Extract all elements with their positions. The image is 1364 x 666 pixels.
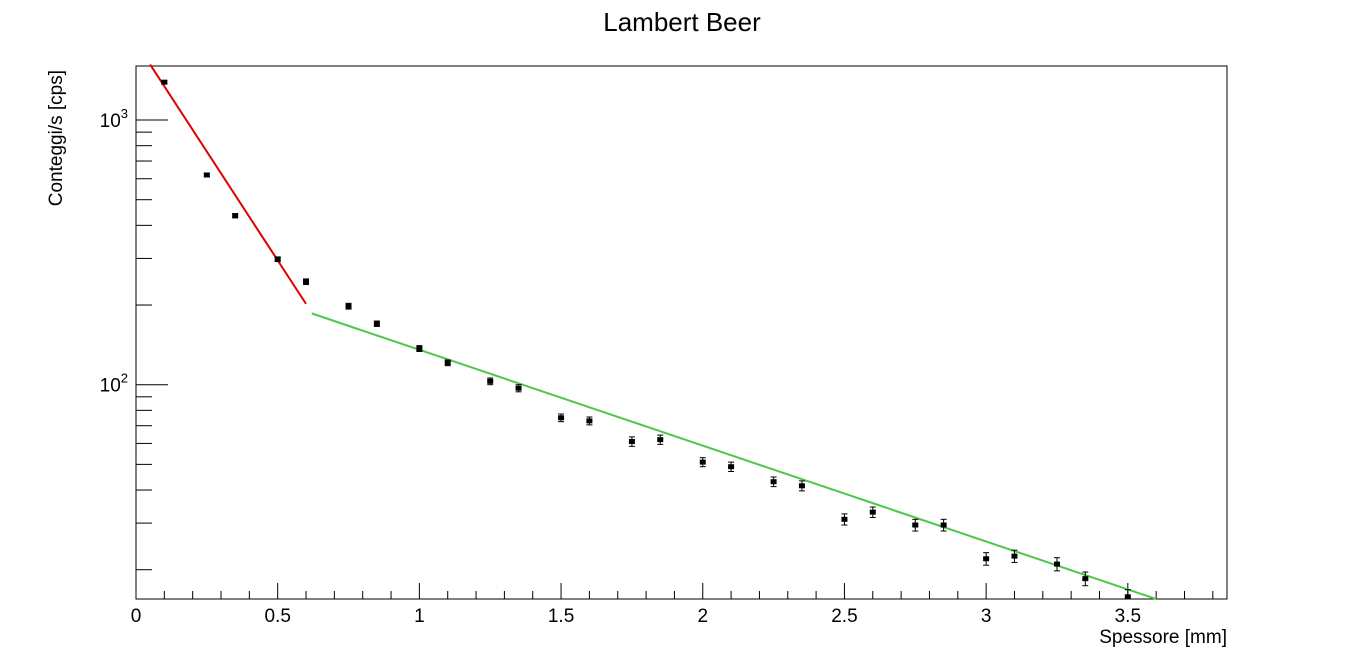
data-marker — [770, 479, 777, 485]
data-marker — [558, 415, 565, 421]
data-marker — [203, 172, 210, 178]
data-marker — [586, 418, 593, 424]
data-marker — [940, 522, 947, 528]
data-point — [1053, 557, 1060, 572]
data-point — [203, 172, 210, 178]
data-marker — [728, 464, 735, 470]
x-tick-label: 2 — [697, 606, 708, 627]
data-point — [869, 506, 876, 518]
data-marker — [869, 509, 876, 515]
fit-lines — [149, 64, 1157, 600]
data-marker — [1082, 576, 1089, 582]
data-marker — [841, 516, 848, 522]
data-marker — [487, 378, 494, 384]
data-marker — [657, 437, 664, 443]
data-point — [515, 384, 522, 393]
x-tick-label: 0.5 — [264, 606, 290, 627]
data-point — [373, 320, 380, 327]
data-marker — [345, 303, 352, 309]
data-marker — [798, 483, 805, 489]
data-point — [1124, 589, 1131, 600]
data-point — [1082, 571, 1089, 587]
data-points — [161, 79, 1131, 600]
data-marker — [1011, 553, 1018, 559]
data-marker — [161, 79, 168, 85]
data-point — [728, 461, 735, 472]
fit-line-2 — [311, 312, 1157, 600]
data-point — [416, 345, 423, 352]
chart-title: Lambert Beer — [603, 7, 761, 37]
x-tick-label: 2.5 — [831, 606, 857, 627]
data-point — [558, 413, 565, 423]
data-point — [487, 377, 494, 386]
data-marker — [232, 213, 239, 219]
data-marker — [912, 522, 919, 528]
data-point — [274, 256, 281, 263]
data-point — [628, 436, 635, 447]
data-point — [303, 278, 310, 286]
data-point — [770, 476, 777, 488]
data-marker — [1124, 594, 1131, 600]
data-marker — [983, 556, 990, 562]
data-point — [699, 457, 706, 468]
data-point — [1011, 549, 1018, 563]
data-marker — [416, 346, 423, 352]
x-tick-label: 1.5 — [548, 606, 574, 627]
data-point — [912, 518, 919, 532]
data-point — [444, 359, 451, 367]
y-tick-label: 103 — [100, 106, 128, 132]
x-axis-label: Spessore [mm] — [1099, 627, 1227, 648]
axes: 0 0.5 1 1.5 2 2.5 3 3.5 102 103 — [100, 106, 1214, 627]
data-point — [983, 552, 990, 566]
y-tick-label: 102 — [100, 371, 128, 397]
data-marker — [699, 459, 706, 465]
plot-frame — [135, 65, 1228, 600]
data-point — [161, 79, 168, 85]
data-marker — [274, 256, 281, 262]
data-marker — [373, 321, 380, 327]
data-marker — [628, 439, 635, 445]
fit-line-1 — [149, 64, 307, 305]
x-tick-label: 3 — [981, 606, 992, 627]
x-tick-label: 0 — [131, 606, 142, 627]
data-point — [657, 434, 664, 445]
x-tick-label: 1 — [414, 606, 425, 627]
data-marker — [515, 385, 522, 391]
x-tick-label: 3.5 — [1115, 606, 1141, 627]
data-point — [940, 518, 947, 532]
data-point — [841, 513, 848, 526]
y-axis-label: Conteggi/s [cps] — [46, 70, 67, 206]
data-point — [798, 480, 805, 492]
data-point — [232, 213, 239, 219]
data-point — [586, 416, 593, 426]
data-marker — [1053, 561, 1060, 567]
data-marker — [444, 360, 451, 366]
data-marker — [303, 279, 310, 285]
data-point — [345, 302, 352, 310]
